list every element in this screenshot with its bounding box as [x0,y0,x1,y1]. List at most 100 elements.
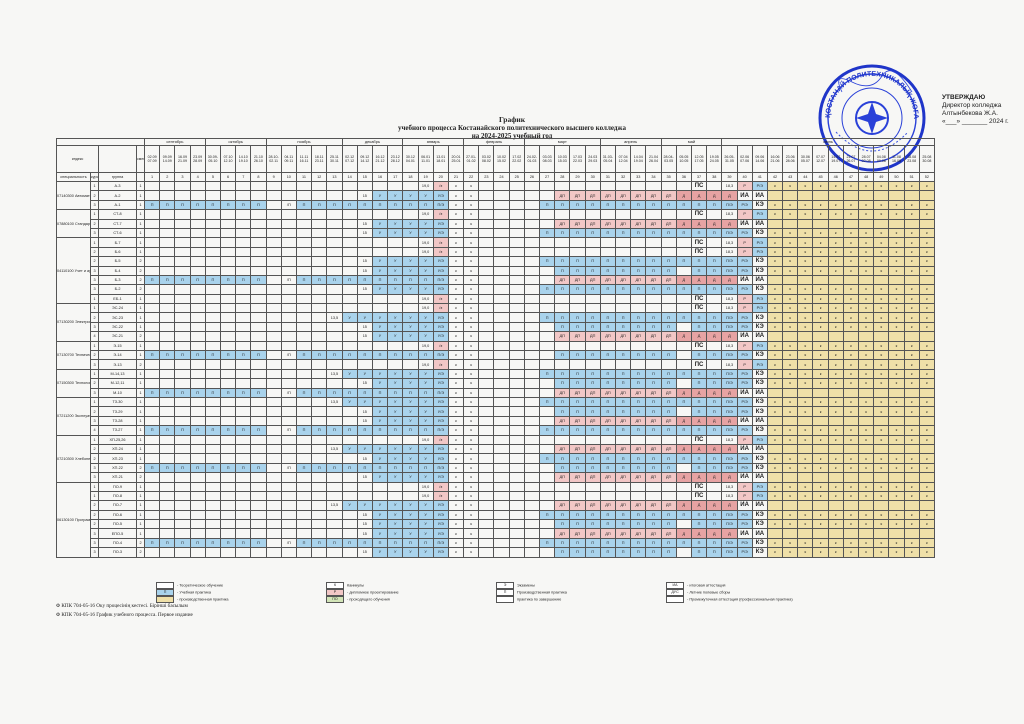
schedule-cell: ДП [614,443,632,455]
schedule-cell: П [569,453,586,464]
schedule-cell [174,256,191,267]
schedule-cell: к [903,519,920,530]
schedule-cell [523,246,541,258]
schedule-cell: П/Э [432,387,449,399]
schedule-cell: к [827,481,844,492]
schedule-cell [295,406,313,417]
schedule-cell: П [311,274,328,286]
schedule-cell [539,359,556,370]
schedule-cell: П [235,350,252,361]
week-number: 2 [159,172,176,182]
schedule-cell [189,547,206,558]
month-header: апрель [599,138,662,146]
schedule-cell: КЭ [751,368,768,380]
schedule-cell [341,481,358,492]
schedule-cell: 13,5 [326,368,343,380]
schedule-cell [219,415,237,427]
schedule-cell: к [827,303,844,314]
schedule-cell [782,387,799,399]
schedule-cell: П/Э [721,321,738,333]
schedule-cell [311,396,328,408]
week-number: 14 [341,172,358,182]
schedule-cell: к [812,368,829,380]
schedule-cell [371,490,389,502]
schedule-cell [599,340,617,352]
schedule-cell: к [797,453,814,464]
group-cell: ПО-3 [98,547,137,558]
schedule-cell [493,378,510,389]
schedule-cell: У [402,265,419,276]
schedule-cell [356,209,373,220]
schedule-cell: /э [432,490,449,502]
schedule-cell [219,509,237,521]
schedule-cell [842,387,860,399]
schedule-cell: П [706,425,723,436]
schedule-cell: П [660,537,677,549]
schedule-cell: П [645,519,662,530]
shift-cell: 1 [136,293,145,305]
schedule-cell: У [387,321,404,333]
schedule-cell: П [189,274,206,286]
schedule-cell: П [614,462,632,474]
schedule-cell: У [417,190,434,201]
schedule-cell: КЭ [751,537,768,549]
schedule-cell: к [766,340,784,352]
schedule-cell: П [159,425,176,436]
schedule-cell [143,340,161,352]
schedule-cell [842,218,860,229]
schedule-cell [873,443,890,455]
schedule-cell: ДП [584,472,601,483]
schedule-cell: к [782,303,799,314]
schedule-cell: к [827,265,844,276]
shift-cell: 2 [136,537,145,549]
schedule-cell [478,274,495,286]
schedule-cell: Р/Э [751,209,768,220]
schedule-cell [523,500,541,511]
schedule-cell [189,265,206,276]
schedule-cell [478,547,495,558]
week-number: 39 [721,172,738,182]
schedule-cell [235,218,252,229]
group-cell: СТ-7 [98,218,137,229]
schedule-cell [523,537,541,549]
schedule-cell [493,528,510,539]
schedule-cell: П [599,350,617,361]
schedule-cell: КЭ [751,378,768,389]
schedule-cell [143,519,161,530]
schedule-cell: 19,0 [417,359,434,370]
schedule-cell: к [463,218,480,229]
schedule-cell [660,481,677,492]
schedule-cell [797,443,814,455]
schedule-cell [265,284,282,295]
schedule-cell: к [766,180,784,192]
schedule-cell: П [356,462,373,474]
schedule-cell: П [387,199,404,211]
schedule-cell: ПС [690,434,708,445]
schedule-cell: к [447,396,465,408]
schedule-cell [159,180,176,192]
schedule-cell: У [371,284,389,295]
schedule-cell [903,500,920,511]
schedule-cell: к [842,425,860,436]
schedule-cell: Р [736,340,753,352]
schedule-cell: ДП [569,472,586,483]
schedule-cell [311,209,328,220]
schedule-cell: к [447,312,465,323]
schedule-cell: П/Э [721,265,738,276]
schedule-cell: к [903,434,920,445]
schedule-cell: к [463,396,480,408]
week-number: 45 [812,172,829,182]
week-date-header: 16.12 21.12 [371,145,389,173]
schedule-cell [174,490,191,502]
schedule-cell [797,528,814,539]
schedule-cell: к [842,284,860,295]
schedule-cell [645,490,662,502]
schedule-cell: ИА [736,415,753,427]
document-title: График учебного процесса Костанайского п… [0,116,1024,141]
schedule-cell: П [630,453,647,464]
schedule-cell: П [554,547,571,558]
schedule-cell: Д [675,218,692,229]
schedule-cell: к [827,246,844,258]
schedule-cell: к [812,256,829,267]
table-row: 2 ПО-7 1 13,5 У У У У У У У/Э к к ДП ДП ДП ДП ДП ДП ДП ДП Д Д Д… [57,500,936,511]
